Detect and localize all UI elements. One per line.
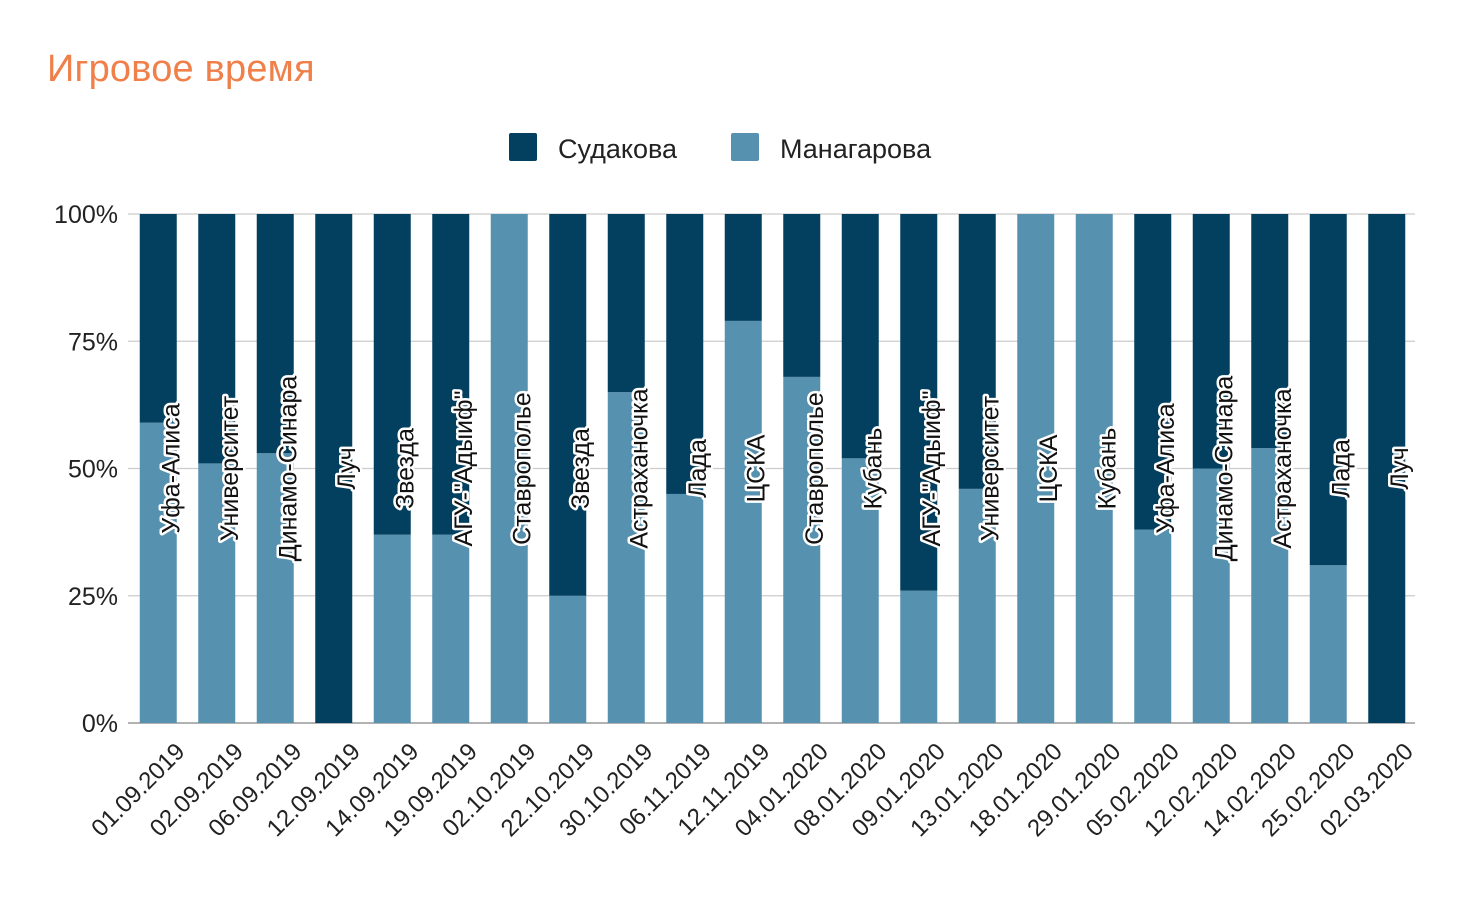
bar-opponent-label: ЦСКА [1035,434,1063,502]
legend-label: Манагарова [780,134,932,164]
bar-segment-managarova[interactable] [607,392,645,723]
legend[interactable]: Судакова Манагарова [509,133,932,164]
bar-opponent-label: Лада [1327,439,1355,498]
bar-opponent-label: Кубань [859,428,887,510]
bar-segment-sudakova[interactable] [373,214,411,535]
bar-segment-managarova[interactable] [1134,529,1172,723]
bar-segment-sudakova[interactable] [1134,214,1172,530]
chart-title: Игровое время [47,48,315,90]
bar-segment-sudakova[interactable] [1309,214,1347,566]
bar-segment-sudakova[interactable] [900,214,938,591]
bar-segment-managarova[interactable] [666,493,704,723]
bar-segment-sudakova[interactable] [841,214,879,459]
y-tick-label: 50% [68,456,118,484]
bar-opponent-label: Астраханочка [625,388,653,548]
bar-segment-sudakova[interactable] [432,214,470,535]
bar-segment-sudakova[interactable] [1251,214,1289,449]
bar-opponent-label: ЦСКА [742,434,770,502]
bar-opponent-label: Уфа-Алиса [157,403,185,533]
bar-labels: Уфа-Алиса Университет Динамо-Синара Луч Звез… [155,373,1417,564]
bar-segment-sudakova[interactable] [315,214,353,723]
bar-segment-managarova[interactable] [373,534,411,723]
bar-segment-managarova[interactable] [958,488,996,723]
bar-segment-managarova[interactable] [432,534,470,723]
bar-opponent-label: Динамо-Синара [274,376,302,562]
bar-opponent-label: Университет [216,395,244,541]
bar-segment-managarova[interactable] [490,214,528,723]
legend-item-sudakova[interactable]: Судакова [509,133,678,164]
bar-segment-sudakova[interactable] [724,214,762,321]
bar-opponent-label: Лада [684,439,712,498]
y-tick-label: 25% [68,583,118,611]
bar-segment-sudakova[interactable] [607,214,645,393]
bar-segment-sudakova[interactable] [958,214,996,489]
bar-segment-managarova[interactable] [1192,468,1230,724]
bar-opponent-label: Уфа-Алиса [1152,403,1180,533]
bar-segment-managarova[interactable] [1309,565,1347,723]
bar-opponent-label: АГУ-"Адыиф" [918,391,946,547]
bar-segment-sudakova[interactable] [1192,214,1230,469]
bar-opponent-label: Ставрополье [508,392,536,545]
y-tick-label: 0% [82,710,118,738]
bar-opponent-label: АГУ-"Адыиф" [450,391,478,547]
bar-segment-sudakova[interactable] [1368,214,1406,723]
bar-segment-sudakova[interactable] [256,214,294,454]
bar-segment-managarova[interactable] [841,458,879,723]
bar-opponent-label: Университет [976,395,1004,541]
y-tick-label: 75% [68,328,118,356]
y-tick-label: 100% [54,201,118,229]
bar-segment-managarova[interactable] [1251,448,1289,723]
bar-segment-sudakova[interactable] [139,214,177,423]
bar-segment-managarova[interactable] [256,453,294,723]
bar-segment-sudakova[interactable] [549,214,587,596]
bar-segment-managarova[interactable] [198,463,236,723]
bar-segment-managarova[interactable] [900,590,938,723]
bar-segment-managarova[interactable] [724,320,762,723]
bar-segment-managarova[interactable] [1017,214,1055,723]
bar-opponent-label: Звезда [567,428,595,509]
bar-segment-sudakova[interactable] [198,214,236,464]
legend-swatch [731,133,759,161]
legend-swatch [509,133,537,161]
bar-segment-managarova[interactable] [549,595,587,723]
bar-segment-managarova[interactable] [139,422,177,723]
y-axis-ticks: 0% 25% 50% 75% 100% [54,201,118,738]
bar-opponent-label: Астраханочка [1269,388,1297,548]
bar-opponent-label: Звезда [391,428,419,509]
bar-segment-sudakova[interactable] [666,214,704,494]
bar-opponent-label: Луч [1386,447,1414,489]
legend-label: Судакова [558,134,678,164]
bar-opponent-label: Кубань [1093,428,1121,510]
bar-opponent-label: Динамо-Синара [1210,376,1238,562]
x-axis-ticks: 01.09.201902.09.201906.09.201912.09.2019… [86,738,1419,842]
bar-segment-managarova[interactable] [1075,214,1113,723]
bar-segment-managarova[interactable] [783,376,821,723]
legend-item-managarova[interactable]: Манагарова [731,133,932,164]
bar-opponent-label: Луч [333,447,361,489]
bar-segment-sudakova[interactable] [783,214,821,377]
bar-opponent-label: Ставрополье [801,392,829,545]
bars [139,214,1406,724]
